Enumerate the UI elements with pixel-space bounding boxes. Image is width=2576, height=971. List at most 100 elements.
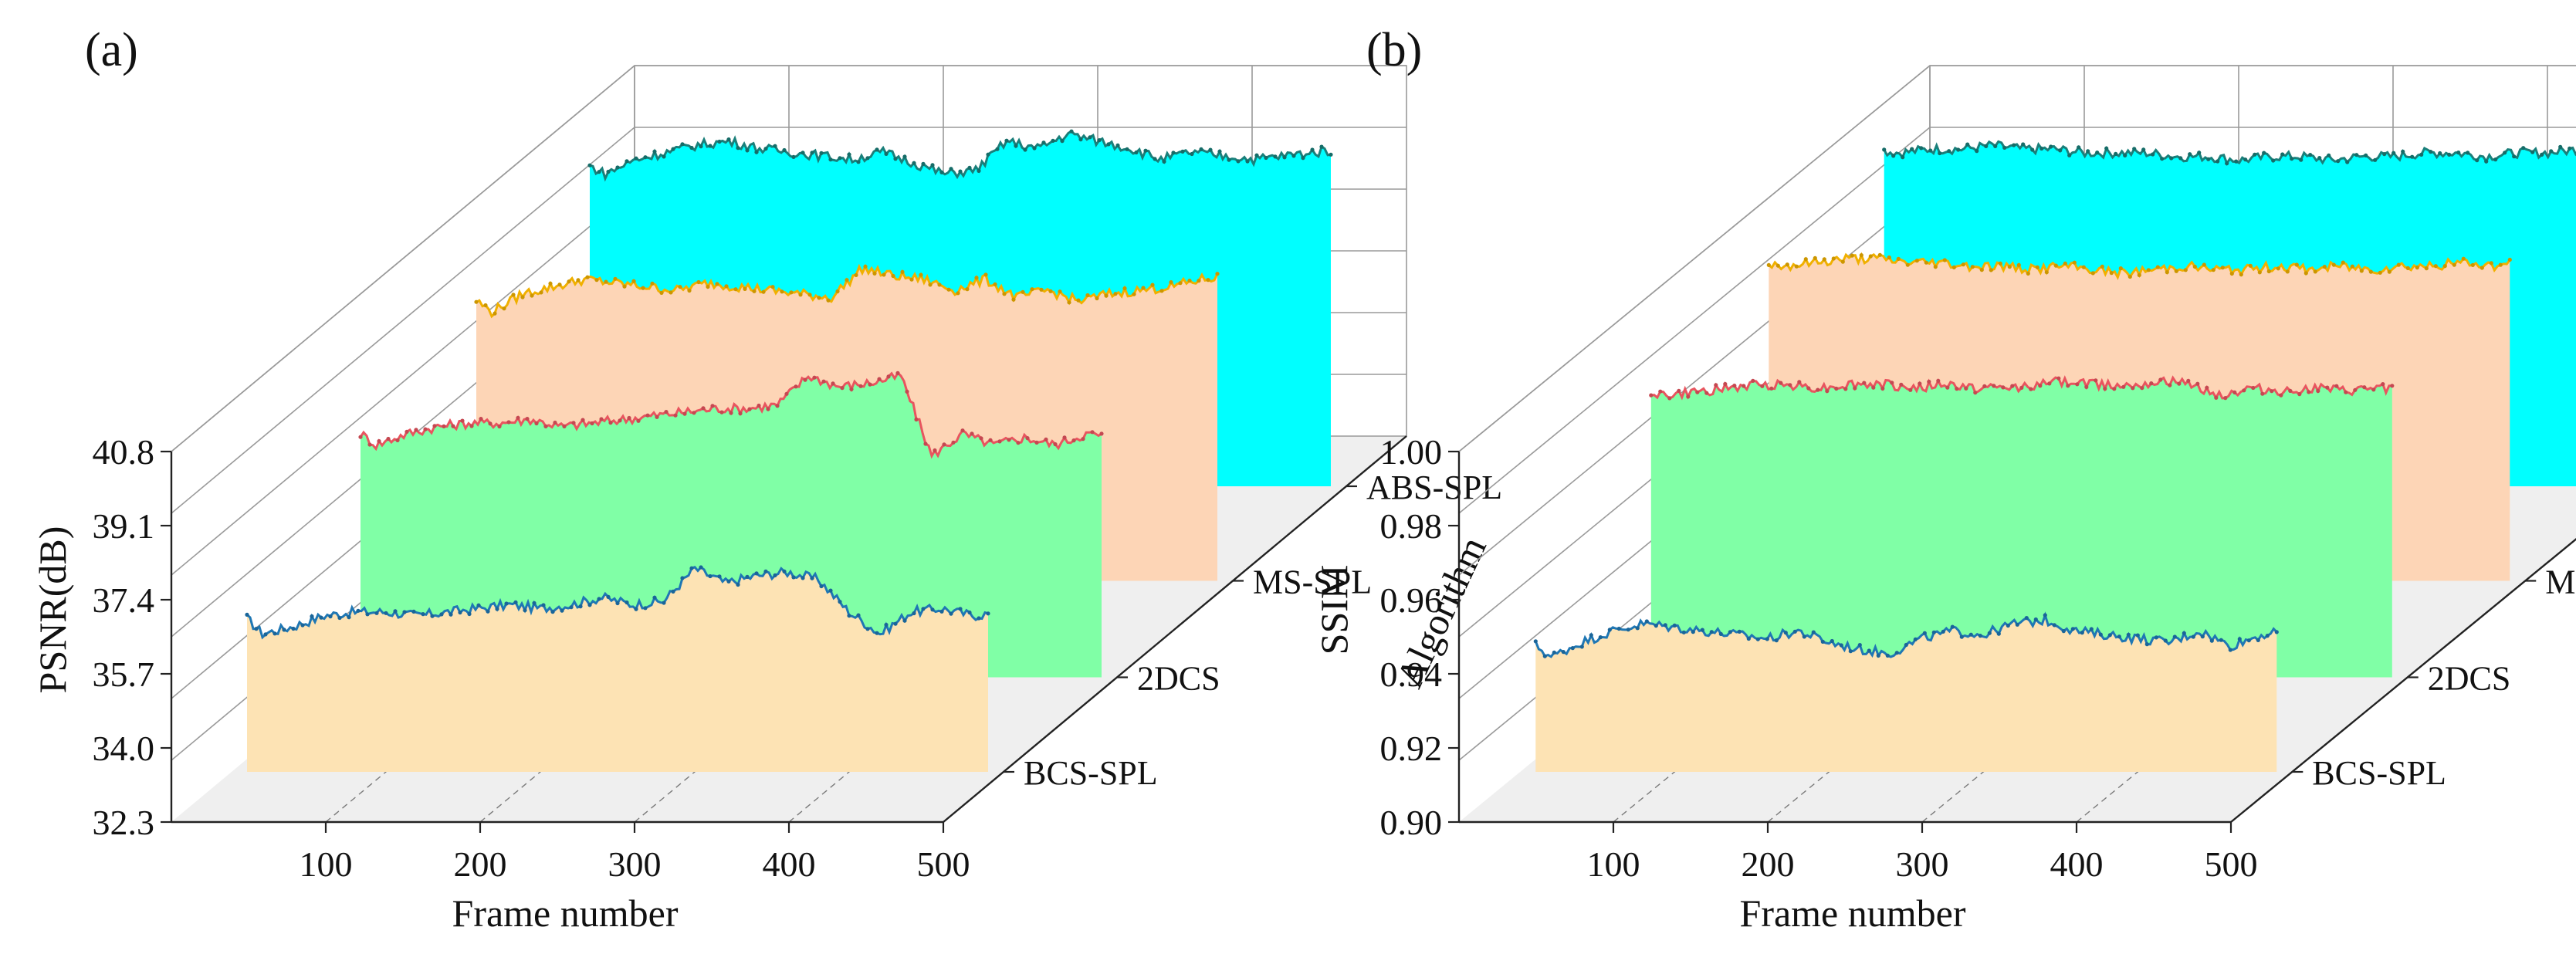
data-point [2015,622,2019,627]
data-point [680,576,685,580]
data-point [1002,292,1007,296]
data-point [2209,638,2214,643]
data-point [912,161,916,165]
data-point [960,428,965,433]
data-point [949,167,953,171]
data-point [2056,376,2061,381]
data-point [1658,389,1663,394]
data-point [2086,149,2090,154]
data-point [2466,151,2470,155]
data-point [2072,260,2077,265]
data-point [1843,387,1848,391]
data-point [532,601,537,605]
y-tick-label: 34.0 [93,729,155,768]
data-point [1857,643,1862,648]
data-point [803,377,807,382]
data-point [1319,144,1324,149]
data-point [2195,381,2200,386]
data-point [967,165,972,170]
data-point [775,404,780,408]
z-tick-label: MS-SPL [1253,563,1372,601]
data-point [2205,385,2209,390]
y-tick-label: 32.3 [93,803,155,842]
x-axis-label: Frame number [452,891,679,935]
data-point [655,414,659,419]
data-point [571,421,576,425]
panel-label: (b) [1366,24,1422,76]
data-point [1264,155,1268,161]
data-point [2304,271,2308,276]
data-point [773,573,777,578]
data-point [2257,270,2262,275]
data-point [2200,634,2205,639]
z-tick-label: ABS-SPL [1366,469,1502,506]
data-point [1965,142,1970,147]
data-point [886,374,891,379]
data-point [2098,632,2103,637]
data-point [1984,144,1989,148]
data-point [622,284,627,289]
data-point [1908,387,1913,392]
data-point [807,293,812,297]
data-point [652,595,657,600]
data-point [1007,438,1011,442]
data-point [2026,271,2030,276]
data-point [1607,628,1612,632]
data-point [826,298,831,303]
data-point [2114,151,2118,156]
data-point [1938,151,1942,156]
data-point [411,609,416,614]
y-tick-label: 37.4 [93,580,155,620]
data-point [856,613,861,617]
data-point [2044,270,2049,275]
data-point [1069,129,1074,134]
data-point [2288,388,2293,393]
data-point [569,605,574,610]
data-point [1023,147,1027,152]
data-point [724,284,729,289]
data-point [1058,289,1062,294]
data-point [729,411,733,415]
data-point [2260,391,2265,396]
data-point [449,612,453,617]
data-point [1792,629,1797,634]
data-point [738,411,743,416]
data-point [488,421,493,426]
z-tick-label: MS-SPL [2545,563,2576,601]
data-point [993,282,997,286]
data-point [1718,631,1723,637]
data-point [460,418,465,423]
data-point [585,275,590,279]
data-point [2276,266,2280,271]
data-point [939,609,944,614]
z-tick-label: BCS-SPL [2312,754,2446,792]
data-point [2103,387,2107,391]
data-point [1053,442,1058,447]
data-point [245,612,249,617]
data-point [1626,628,1630,632]
data-point [845,278,849,283]
data-point [757,403,761,408]
x-tick-label: 200 [454,844,507,884]
data-point [1132,292,1136,296]
data-point [2313,269,2317,274]
y-tick-label: 39.1 [93,506,155,546]
data-point [900,269,905,274]
data-point [2043,613,2047,617]
data-point [2104,146,2109,151]
data-point [421,612,425,617]
data-point [1862,381,1867,385]
data-point [1104,293,1109,298]
data-point [1034,440,1039,445]
data-point [2191,634,2195,639]
data-point [1737,629,1742,634]
data-point [541,603,546,607]
data-point [770,285,775,289]
data-point [432,424,437,428]
data-point [2299,157,2304,162]
data-point [710,404,715,408]
data-point [2140,386,2144,391]
data-point [606,594,611,600]
y-axis-label: PSNR(dB) [31,526,74,694]
data-point [726,137,731,142]
